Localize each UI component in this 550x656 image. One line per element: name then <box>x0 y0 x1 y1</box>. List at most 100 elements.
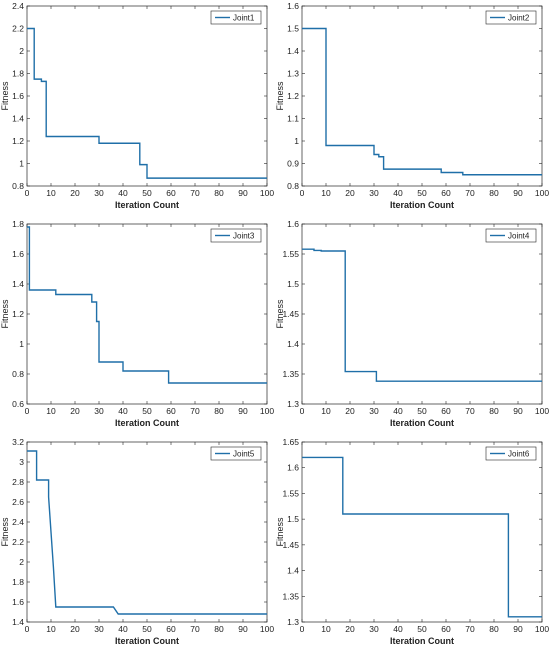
x-tick-label: 50 <box>417 624 427 634</box>
y-tick-label: 1.45 <box>282 309 299 319</box>
x-tick-label: 0 <box>25 188 30 198</box>
x-tick-label: 40 <box>393 188 403 198</box>
y-tick-label: 1.4 <box>12 114 24 124</box>
x-tick-label: 80 <box>214 624 224 634</box>
series-line-joint3 <box>27 226 267 384</box>
y-tick-label: 1.6 <box>12 597 24 607</box>
y-tick-label: 1.6 <box>287 463 299 473</box>
y-tick-label: 1 <box>19 339 24 349</box>
y-tick-label: 2.2 <box>12 24 24 34</box>
chart-panel-joint4: 0 10 20 30 40 50 60 70 80 90 100 1.3 1.35 1.4 1.45 1.5 1… <box>275 218 550 436</box>
series-line-joint6 <box>302 456 542 618</box>
legend-label: Joint5 <box>233 450 255 459</box>
x-tick-label: 70 <box>190 406 200 416</box>
legend-label: Joint3 <box>233 232 255 241</box>
y-tick-label: 1.6 <box>287 1 299 11</box>
y-tick-label: 1.4 <box>12 617 24 627</box>
x-tick-label: 100 <box>260 188 274 198</box>
x-tick-label: 0 <box>25 624 30 634</box>
x-tick-label: 20 <box>70 406 80 416</box>
x-tick-label: 60 <box>166 624 176 634</box>
chart-svg: 0 10 20 30 40 50 60 70 80 90 100 1.3 1.35 1.4 1.45 1.5 1… <box>275 437 549 646</box>
x-tick-label: 60 <box>166 406 176 416</box>
y-tick-label: 0.8 <box>12 369 24 379</box>
x-tick-label: 20 <box>70 624 80 634</box>
y-tick-label: 1.35 <box>282 369 299 379</box>
x-tick-label: 10 <box>46 188 56 198</box>
y-tick-label: 1.55 <box>282 249 299 259</box>
legend: Joint3 <box>210 228 262 243</box>
chart-panel-joint2: 0 10 20 30 40 50 60 70 80 90 100 0.8 0.9 1 1.1 1.2 1.3 1.… <box>275 0 550 218</box>
y-tick-label: 1.4 <box>287 566 299 576</box>
x-tick-label: 80 <box>489 406 499 416</box>
y-tick-label: 1.4 <box>287 46 299 56</box>
x-tick-label: 60 <box>441 406 451 416</box>
x-tick-label: 80 <box>489 188 499 198</box>
y-tick-label: 0.8 <box>12 181 24 191</box>
y-tick-label: 1.1 <box>287 114 299 124</box>
x-tick-label: 90 <box>238 624 248 634</box>
legend-box <box>210 10 262 25</box>
x-tick-label: 10 <box>321 188 331 198</box>
x-tick-label: 80 <box>214 188 224 198</box>
x-tick-label: 50 <box>417 188 427 198</box>
legend: Joint4 <box>485 228 537 243</box>
series-line-joint4 <box>302 248 542 382</box>
y-tick-label: 1.5 <box>287 514 299 524</box>
y-tick-label: 2.8 <box>12 477 24 487</box>
y-axis-label: Fitness <box>275 517 285 547</box>
y-tick-label: 1.3 <box>287 69 299 79</box>
y-tick-label: 3.2 <box>12 437 24 447</box>
x-tick-label: 70 <box>190 188 200 198</box>
y-tick-label: 0.8 <box>287 181 299 191</box>
chart-svg: 0 10 20 30 40 50 60 70 80 90 100 1.4 1.6 1.8 2 2.2 2.4 2.… <box>0 437 274 646</box>
x-tick-label: 30 <box>94 624 104 634</box>
x-tick-label: 60 <box>166 188 176 198</box>
plot-area <box>26 223 268 405</box>
y-tick-label: 2 <box>19 557 24 567</box>
x-axis-label: Iteration Count <box>390 636 454 646</box>
y-tick-label: 1.8 <box>12 219 24 229</box>
x-tick-label: 50 <box>142 188 152 198</box>
x-tick-label: 40 <box>118 624 128 634</box>
x-axis-label: Iteration Count <box>390 418 454 428</box>
y-tick-label: 2.4 <box>12 1 24 11</box>
x-tick-label: 100 <box>260 406 274 416</box>
legend-box <box>485 10 537 25</box>
y-tick-label: 1 <box>19 159 24 169</box>
x-axis-label: Iteration Count <box>115 200 179 210</box>
y-axis-label: Fitness <box>0 299 10 329</box>
series-line-joint1 <box>27 27 267 179</box>
x-tick-label: 10 <box>46 624 56 634</box>
y-tick-label: 1.35 <box>282 591 299 601</box>
y-tick-label: 1.2 <box>12 309 24 319</box>
x-tick-label: 30 <box>369 624 379 634</box>
y-tick-label: 2 <box>19 46 24 56</box>
x-tick-label: 100 <box>535 188 549 198</box>
series-line-joint5 <box>27 450 267 615</box>
x-tick-label: 70 <box>465 406 475 416</box>
y-tick-label: 1.65 <box>282 437 299 447</box>
plot-area <box>301 441 543 623</box>
x-tick-label: 0 <box>300 188 305 198</box>
y-tick-label: 1.8 <box>12 577 24 587</box>
x-tick-label: 70 <box>465 188 475 198</box>
y-axis-label: Fitness <box>275 81 285 111</box>
y-tick-label: 1.8 <box>12 69 24 79</box>
y-tick-label: 1.5 <box>287 24 299 34</box>
x-tick-label: 90 <box>513 624 523 634</box>
x-tick-label: 20 <box>70 188 80 198</box>
legend-label: Joint4 <box>508 232 530 241</box>
x-tick-label: 40 <box>393 406 403 416</box>
x-tick-label: 50 <box>142 406 152 416</box>
x-tick-label: 40 <box>118 406 128 416</box>
x-tick-label: 90 <box>513 188 523 198</box>
x-tick-label: 90 <box>513 406 523 416</box>
x-tick-label: 40 <box>118 188 128 198</box>
x-tick-label: 100 <box>260 624 274 634</box>
x-tick-label: 30 <box>94 406 104 416</box>
x-tick-label: 100 <box>535 406 549 416</box>
x-tick-label: 90 <box>238 188 248 198</box>
y-tick-label: 0.9 <box>287 159 299 169</box>
y-tick-label: 2.4 <box>12 517 24 527</box>
